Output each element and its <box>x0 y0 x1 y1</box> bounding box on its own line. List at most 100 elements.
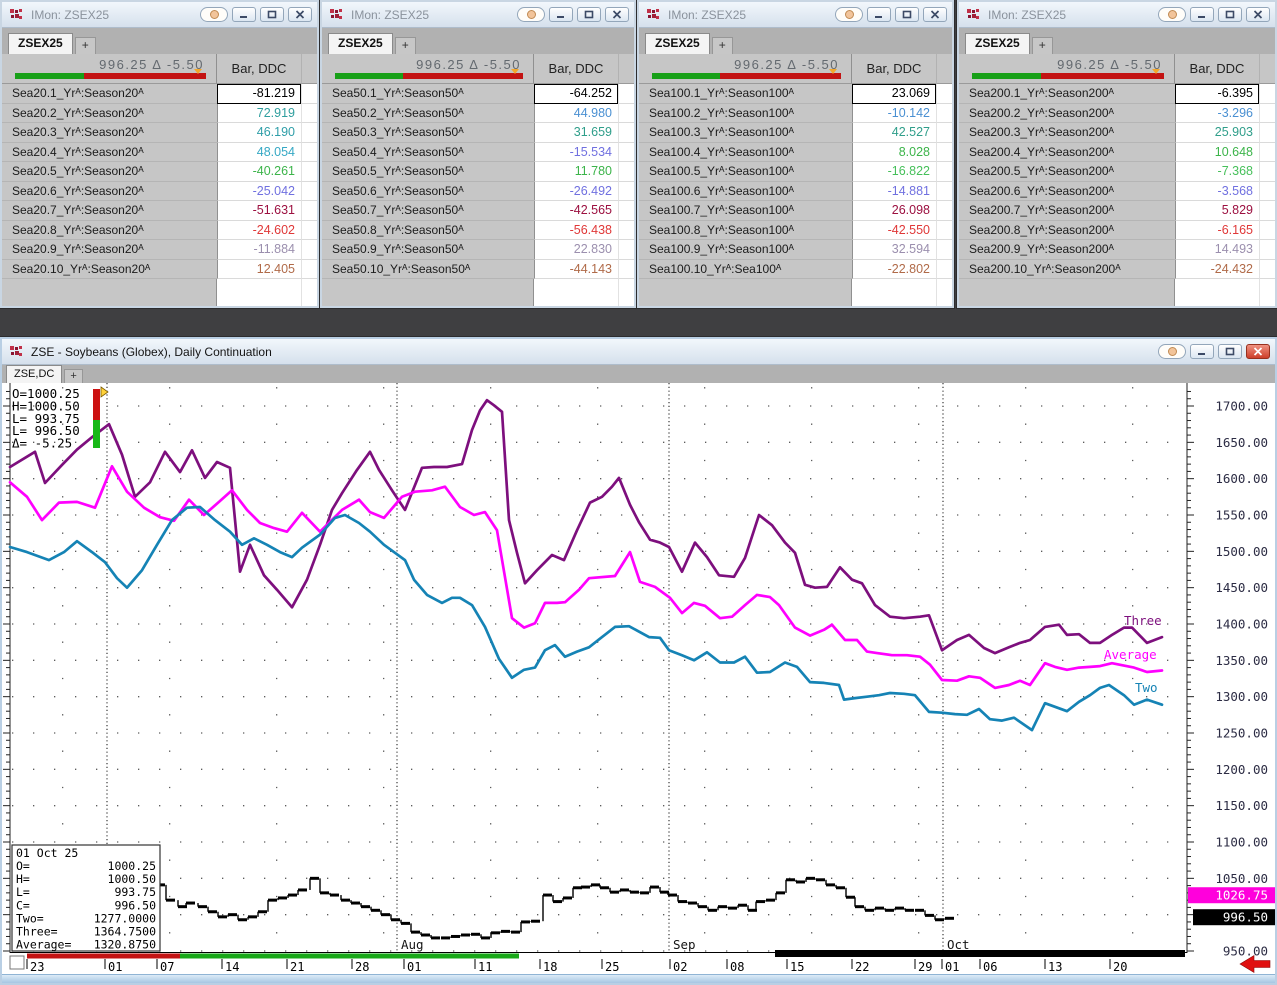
tab-zsex25[interactable]: ZSEX25 <box>645 33 710 54</box>
study-value[interactable]: -42.550 <box>852 220 936 240</box>
monitor-row[interactable]: Sea200.2_Yrᴬ:Season200ᴬ -3.296 <box>959 103 1275 123</box>
study-value[interactable]: -14.881 <box>852 181 936 201</box>
study-value[interactable]: -44.143 <box>534 259 618 279</box>
pin-button[interactable] <box>200 7 228 22</box>
monitor-row[interactable]: Sea200.5_Yrᴬ:Season200ᴬ -7.368 <box>959 162 1275 182</box>
study-value-selected[interactable]: -6.395 <box>1175 84 1259 104</box>
pin-button[interactable] <box>1158 7 1186 22</box>
close-button[interactable] <box>605 7 629 22</box>
monitor-row[interactable]: Sea50.2_Yrᴬ:Season50ᴬ 44.980 <box>322 103 634 123</box>
monitor-row[interactable]: Sea20.10_Yrᴬ:Season20ᴬ 12.405 <box>2 259 317 279</box>
monitor-row[interactable]: Sea20.6_Yrᴬ:Season20ᴬ -25.042 <box>2 181 317 201</box>
study-value-selected[interactable]: 23.069 <box>852 84 936 104</box>
study-value[interactable]: 72.919 <box>217 103 301 123</box>
study-value[interactable]: 11.780 <box>534 162 618 182</box>
study-value[interactable]: -24.602 <box>217 220 301 240</box>
pin-button[interactable] <box>517 7 545 22</box>
minimize-button[interactable] <box>1190 7 1214 22</box>
study-value[interactable]: 31.659 <box>534 123 618 143</box>
restore-button[interactable] <box>577 7 601 22</box>
study-value[interactable]: 48.054 <box>217 142 301 162</box>
monitor-row[interactable]: Sea100.3_Yrᴬ:Season100ᴬ 42.527 <box>639 123 952 143</box>
restore-button[interactable] <box>1218 7 1242 22</box>
tab-zsex25[interactable]: ZSEX25 <box>965 33 1030 54</box>
minimize-button[interactable] <box>867 7 891 22</box>
study-value[interactable]: 5.829 <box>1175 201 1259 221</box>
column-header-bar-ddc[interactable]: Bar, DDC <box>851 54 936 84</box>
study-value[interactable]: -22.802 <box>852 259 936 279</box>
tab-zsex25[interactable]: ZSEX25 <box>328 33 393 54</box>
study-value[interactable]: -3.296 <box>1175 103 1259 123</box>
study-value-selected[interactable]: -81.219 <box>217 84 301 104</box>
restore-button[interactable] <box>895 7 919 22</box>
study-value[interactable]: -26.492 <box>534 181 618 201</box>
restore-button[interactable] <box>1218 344 1242 359</box>
study-value[interactable]: 26.098 <box>852 201 936 221</box>
monitor-row[interactable]: Sea200.3_Yrᴬ:Season200ᴬ 25.903 <box>959 123 1275 143</box>
minimize-button[interactable] <box>1190 344 1214 359</box>
new-tab-button[interactable]: + <box>64 369 83 383</box>
study-value[interactable]: 10.648 <box>1175 142 1259 162</box>
study-value[interactable]: 14.493 <box>1175 240 1259 260</box>
monitor-row[interactable]: Sea20.1_Yrᴬ:Season20ᴬ -81.219 <box>2 84 317 104</box>
minimize-button[interactable] <box>232 7 256 22</box>
column-header-bar-ddc[interactable]: Bar, DDC <box>216 54 301 84</box>
imon-titlebar[interactable]: IMon: ZSEX25 <box>639 2 952 28</box>
study-value[interactable]: -10.142 <box>852 103 936 123</box>
monitor-row[interactable]: Sea20.8_Yrᴬ:Season20ᴬ -24.602 <box>2 220 317 240</box>
study-value-selected[interactable]: -64.252 <box>534 84 618 104</box>
new-tab-button[interactable]: + <box>711 37 733 54</box>
study-value[interactable]: 22.830 <box>534 240 618 260</box>
monitor-row[interactable]: Sea20.3_Yrᴬ:Season20ᴬ 46.190 <box>2 123 317 143</box>
monitor-row[interactable]: Sea200.9_Yrᴬ:Season200ᴬ 14.493 <box>959 240 1275 260</box>
monitor-row[interactable]: Sea200.7_Yrᴬ:Season200ᴬ 5.829 <box>959 201 1275 221</box>
monitor-row[interactable]: Sea100.4_Yrᴬ:Season100ᴬ 8.028 <box>639 142 952 162</box>
scroll-left-arrow-icon[interactable] <box>1239 954 1271 974</box>
new-tab-button[interactable]: + <box>394 37 416 54</box>
study-value[interactable]: -16.822 <box>852 162 936 182</box>
monitor-row[interactable]: Sea50.5_Yrᴬ:Season50ᴬ 11.780 <box>322 162 634 182</box>
study-value[interactable]: -6.165 <box>1175 220 1259 240</box>
monitor-row[interactable]: Sea20.2_Yrᴬ:Season20ᴬ 72.919 <box>2 103 317 123</box>
monitor-row[interactable]: Sea20.7_Yrᴬ:Season20ᴬ -51.631 <box>2 201 317 221</box>
study-value[interactable]: -51.631 <box>217 201 301 221</box>
monitor-row[interactable]: Sea100.5_Yrᴬ:Season100ᴬ -16.822 <box>639 162 952 182</box>
monitor-row[interactable]: Sea50.3_Yrᴬ:Season50ᴬ 31.659 <box>322 123 634 143</box>
monitor-row[interactable]: Sea50.8_Yrᴬ:Season50ᴬ -56.438 <box>322 220 634 240</box>
close-button[interactable] <box>288 7 312 22</box>
chart-plot-area[interactable]: 1700.00 1650.00 1600.00 1550.00 1500.00 1450.… <box>2 383 1277 975</box>
minimize-button[interactable] <box>549 7 573 22</box>
study-value[interactable]: 44.980 <box>534 103 618 123</box>
monitor-row[interactable]: Sea100.9_Yrᴬ:Season100ᴬ 32.594 <box>639 240 952 260</box>
monitor-row[interactable]: Sea100.10_Yrᴬ:Sea100ᴬ -22.802 <box>639 259 952 279</box>
tab-zse-dc[interactable]: ZSE,DC <box>6 365 63 383</box>
monitor-row[interactable]: Sea200.8_Yrᴬ:Season200ᴬ -6.165 <box>959 220 1275 240</box>
close-button[interactable] <box>1246 7 1270 22</box>
monitor-row[interactable]: Sea100.7_Yrᴬ:Season100ᴬ 26.098 <box>639 201 952 221</box>
study-value[interactable]: 25.903 <box>1175 123 1259 143</box>
monitor-row[interactable]: Sea200.4_Yrᴬ:Season200ᴬ 10.648 <box>959 142 1275 162</box>
monitor-row[interactable]: Sea50.6_Yrᴬ:Season50ᴬ -26.492 <box>322 181 634 201</box>
chart-window-titlebar[interactable]: ZSE - Soybeans (Globex), Daily Continuat… <box>2 339 1275 365</box>
study-value[interactable]: 42.527 <box>852 123 936 143</box>
pin-button[interactable] <box>835 7 863 22</box>
monitor-row[interactable]: Sea200.10_Yrᴬ:Season200ᴬ -24.432 <box>959 259 1275 279</box>
study-value[interactable]: 12.405 <box>217 259 301 279</box>
monitor-row[interactable]: Sea200.1_Yrᴬ:Season200ᴬ -6.395 <box>959 84 1275 104</box>
study-value[interactable]: -40.261 <box>217 162 301 182</box>
close-button[interactable] <box>1246 344 1270 359</box>
monitor-row[interactable]: Sea200.6_Yrᴬ:Season200ᴬ -3.568 <box>959 181 1275 201</box>
study-value[interactable]: -3.568 <box>1175 181 1259 201</box>
new-tab-button[interactable]: + <box>1031 37 1053 54</box>
monitor-row[interactable]: Sea50.10_Yrᴬ:Season50ᴬ -44.143 <box>322 259 634 279</box>
monitor-row[interactable]: Sea100.1_Yrᴬ:Season100ᴬ 23.069 <box>639 84 952 104</box>
study-value[interactable]: -56.438 <box>534 220 618 240</box>
study-value[interactable]: 32.594 <box>852 240 936 260</box>
study-value[interactable]: -42.565 <box>534 201 618 221</box>
monitor-row[interactable]: Sea100.8_Yrᴬ:Season100ᴬ -42.550 <box>639 220 952 240</box>
close-button[interactable] <box>923 7 947 22</box>
column-header-bar-ddc[interactable]: Bar, DDC <box>533 54 618 84</box>
column-header-bar-ddc[interactable]: Bar, DDC <box>1174 54 1259 84</box>
study-value[interactable]: 8.028 <box>852 142 936 162</box>
imon-titlebar[interactable]: IMon: ZSEX25 <box>322 2 634 28</box>
